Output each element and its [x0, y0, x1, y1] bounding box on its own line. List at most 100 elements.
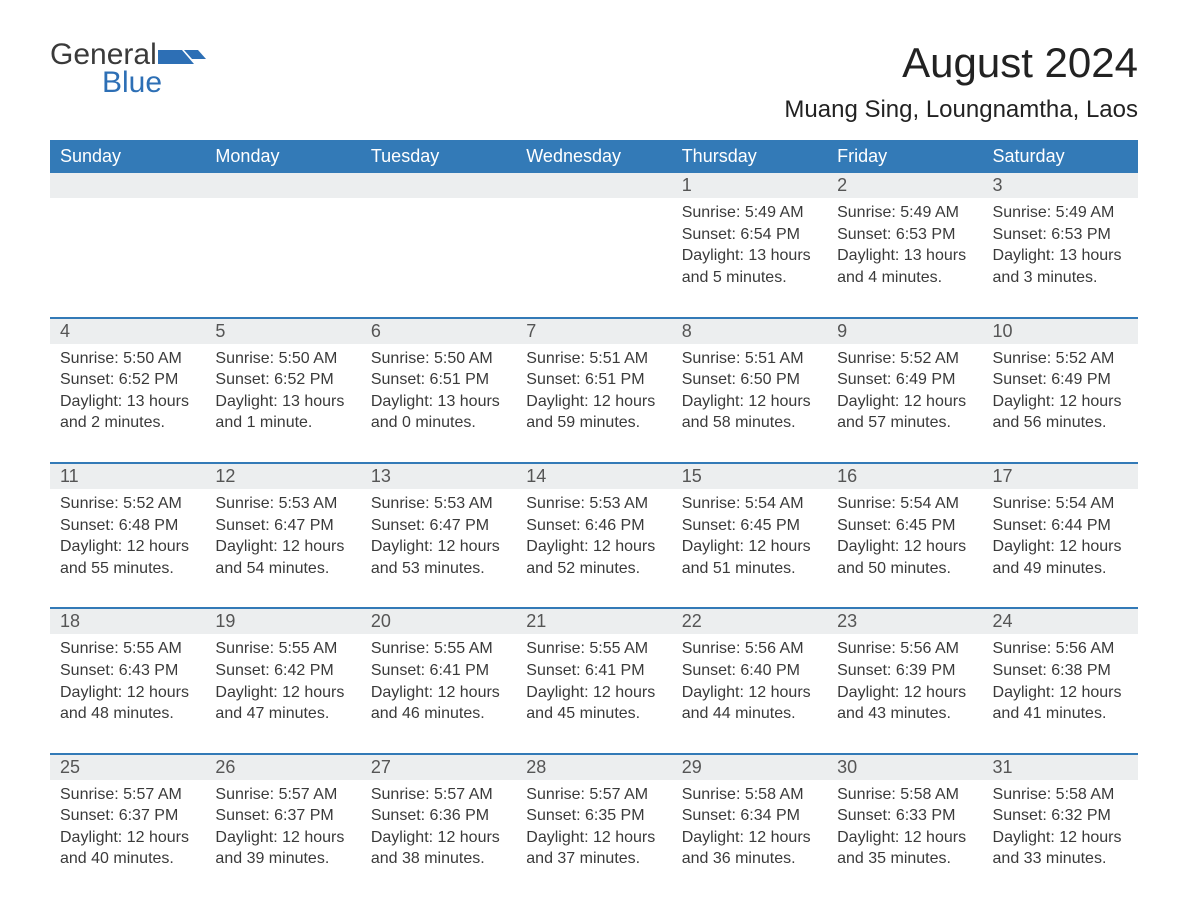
day-detail-cell: Sunrise: 5:50 AMSunset: 6:52 PMDaylight:… — [50, 344, 205, 463]
sunrise-line: Sunrise: 5:54 AM — [682, 493, 817, 515]
day-number-cell: 17 — [983, 464, 1138, 489]
daylight-line: Daylight: 12 hours and 41 minutes. — [993, 682, 1128, 725]
sunrise-line: Sunrise: 5:51 AM — [682, 348, 817, 370]
weekday-header: Monday — [205, 140, 360, 173]
sunrise-line: Sunrise: 5:52 AM — [993, 348, 1128, 370]
sunrise-line: Sunrise: 5:55 AM — [60, 638, 195, 660]
sunrise-line: Sunrise: 5:49 AM — [993, 202, 1128, 224]
sunset-line: Sunset: 6:40 PM — [682, 660, 817, 682]
daylight-line: Daylight: 12 hours and 49 minutes. — [993, 536, 1128, 579]
day-detail-row: Sunrise: 5:49 AMSunset: 6:54 PMDaylight:… — [50, 198, 1138, 317]
day-detail-cell: Sunrise: 5:55 AMSunset: 6:41 PMDaylight:… — [361, 634, 516, 753]
sunset-line: Sunset: 6:45 PM — [682, 515, 817, 537]
sunrise-line: Sunrise: 5:57 AM — [60, 784, 195, 806]
day-detail-cell: Sunrise: 5:58 AMSunset: 6:33 PMDaylight:… — [827, 780, 982, 874]
sunrise-line: Sunrise: 5:58 AM — [837, 784, 972, 806]
day-detail-cell: Sunrise: 5:57 AMSunset: 6:35 PMDaylight:… — [516, 780, 671, 874]
day-number-cell: 15 — [672, 464, 827, 489]
day-detail-cell — [205, 198, 360, 317]
day-detail-cell: Sunrise: 5:55 AMSunset: 6:41 PMDaylight:… — [516, 634, 671, 753]
sunset-line: Sunset: 6:52 PM — [215, 369, 350, 391]
day-number-cell: 12 — [205, 464, 360, 489]
calendar-table: SundayMondayTuesdayWednesdayThursdayFrid… — [50, 140, 1138, 874]
weekday-header: Sunday — [50, 140, 205, 173]
day-number-cell: 24 — [983, 609, 1138, 634]
day-number-cell: 6 — [361, 319, 516, 344]
daylight-line: Daylight: 12 hours and 43 minutes. — [837, 682, 972, 725]
day-detail-cell: Sunrise: 5:58 AMSunset: 6:32 PMDaylight:… — [983, 780, 1138, 874]
sunset-line: Sunset: 6:48 PM — [60, 515, 195, 537]
day-detail-cell: Sunrise: 5:57 AMSunset: 6:36 PMDaylight:… — [361, 780, 516, 874]
sunrise-line: Sunrise: 5:54 AM — [837, 493, 972, 515]
day-detail-cell: Sunrise: 5:52 AMSunset: 6:49 PMDaylight:… — [827, 344, 982, 463]
day-detail-cell: Sunrise: 5:51 AMSunset: 6:50 PMDaylight:… — [672, 344, 827, 463]
day-detail-cell: Sunrise: 5:55 AMSunset: 6:42 PMDaylight:… — [205, 634, 360, 753]
day-detail-cell: Sunrise: 5:56 AMSunset: 6:38 PMDaylight:… — [983, 634, 1138, 753]
sunrise-line: Sunrise: 5:57 AM — [371, 784, 506, 806]
day-detail-cell: Sunrise: 5:49 AMSunset: 6:53 PMDaylight:… — [983, 198, 1138, 317]
daylight-line: Daylight: 12 hours and 48 minutes. — [60, 682, 195, 725]
sunset-line: Sunset: 6:32 PM — [993, 805, 1128, 827]
sunset-line: Sunset: 6:34 PM — [682, 805, 817, 827]
sunrise-line: Sunrise: 5:49 AM — [837, 202, 972, 224]
calendar-page: General Blue August 2024 Muang Sing, Lou… — [0, 0, 1188, 914]
daylight-line: Daylight: 13 hours and 1 minute. — [215, 391, 350, 434]
day-number-cell: 18 — [50, 609, 205, 634]
daylight-line: Daylight: 12 hours and 51 minutes. — [682, 536, 817, 579]
daylight-line: Daylight: 12 hours and 35 minutes. — [837, 827, 972, 870]
brand-word-2: Blue — [102, 68, 206, 98]
weekday-header: Saturday — [983, 140, 1138, 173]
day-number-row: 25262728293031 — [50, 755, 1138, 780]
weekday-header: Friday — [827, 140, 982, 173]
day-number-cell: 28 — [516, 755, 671, 780]
sunset-line: Sunset: 6:42 PM — [215, 660, 350, 682]
sunset-line: Sunset: 6:44 PM — [993, 515, 1128, 537]
day-number-cell: 10 — [983, 319, 1138, 344]
sunrise-line: Sunrise: 5:53 AM — [371, 493, 506, 515]
daylight-line: Daylight: 12 hours and 53 minutes. — [371, 536, 506, 579]
day-detail-cell: Sunrise: 5:58 AMSunset: 6:34 PMDaylight:… — [672, 780, 827, 874]
day-detail-cell: Sunrise: 5:56 AMSunset: 6:39 PMDaylight:… — [827, 634, 982, 753]
sunrise-line: Sunrise: 5:53 AM — [215, 493, 350, 515]
daylight-line: Daylight: 12 hours and 59 minutes. — [526, 391, 661, 434]
day-detail-cell — [516, 198, 671, 317]
sunset-line: Sunset: 6:51 PM — [371, 369, 506, 391]
sunrise-line: Sunrise: 5:56 AM — [993, 638, 1128, 660]
day-number-cell — [205, 173, 360, 198]
day-detail-cell: Sunrise: 5:54 AMSunset: 6:44 PMDaylight:… — [983, 489, 1138, 608]
day-number-cell: 19 — [205, 609, 360, 634]
daylight-line: Daylight: 12 hours and 44 minutes. — [682, 682, 817, 725]
day-detail-cell: Sunrise: 5:54 AMSunset: 6:45 PMDaylight:… — [827, 489, 982, 608]
sunset-line: Sunset: 6:39 PM — [837, 660, 972, 682]
day-detail-cell: Sunrise: 5:57 AMSunset: 6:37 PMDaylight:… — [50, 780, 205, 874]
sunrise-line: Sunrise: 5:52 AM — [837, 348, 972, 370]
daylight-line: Daylight: 13 hours and 5 minutes. — [682, 245, 817, 288]
day-number-cell: 27 — [361, 755, 516, 780]
day-number-row: 45678910 — [50, 319, 1138, 344]
sunrise-line: Sunrise: 5:57 AM — [526, 784, 661, 806]
sunset-line: Sunset: 6:47 PM — [215, 515, 350, 537]
sunset-line: Sunset: 6:46 PM — [526, 515, 661, 537]
day-detail-row: Sunrise: 5:52 AMSunset: 6:48 PM Daylight:… — [50, 489, 1138, 608]
day-detail-cell: Sunrise: 5:54 AMSunset: 6:45 PMDaylight:… — [672, 489, 827, 608]
sunset-line: Sunset: 6:50 PM — [682, 369, 817, 391]
sunset-line: Sunset: 6:52 PM — [60, 369, 195, 391]
sunset-line: Sunset: 6:35 PM — [526, 805, 661, 827]
header-row: General Blue August 2024 Muang Sing, Lou… — [50, 40, 1138, 124]
daylight-line: Daylight: 12 hours and 58 minutes. — [682, 391, 817, 434]
weekday-header: Thursday — [672, 140, 827, 173]
sunset-line: Sunset: 6:49 PM — [837, 369, 972, 391]
day-number-cell: 3 — [983, 173, 1138, 198]
day-number-cell — [361, 173, 516, 198]
sunrise-line: Sunrise: 5:50 AM — [60, 348, 195, 370]
daylight-line: Daylight: 12 hours and 50 minutes. — [837, 536, 972, 579]
day-number-cell: 21 — [516, 609, 671, 634]
daylight-line: Daylight: 12 hours and 45 minutes. — [526, 682, 661, 725]
sunset-line: Sunset: 6:36 PM — [371, 805, 506, 827]
day-detail-cell: Sunrise: 5:53 AMSunset: 6:47 PMDaylight:… — [205, 489, 360, 608]
sunrise-line: Sunrise: 5:53 AM — [526, 493, 661, 515]
sunrise-line: Sunrise: 5:52 AM — [60, 493, 195, 515]
daylight-line: Daylight: 12 hours and 39 minutes. — [215, 827, 350, 870]
day-detail-row: Sunrise: 5:57 AMSunset: 6:37 PMDaylight:… — [50, 780, 1138, 874]
sunset-line: Sunset: 6:53 PM — [993, 224, 1128, 246]
